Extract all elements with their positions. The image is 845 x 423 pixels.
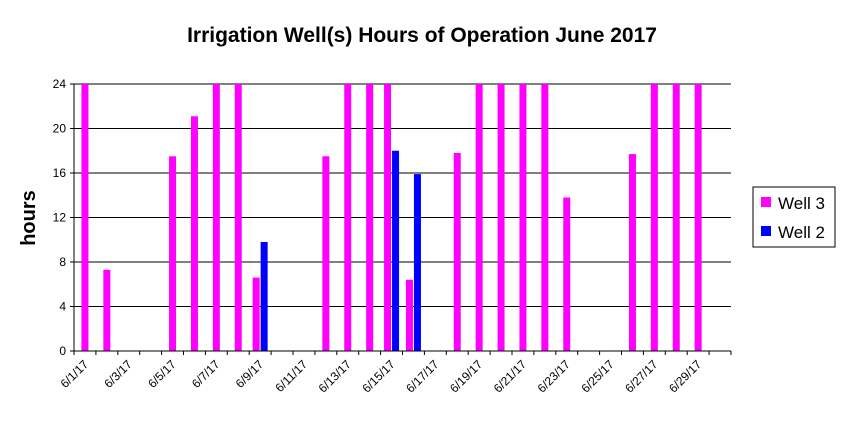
x-tick-label: 6/9/17 bbox=[233, 357, 267, 391]
x-tick-label: 6/27/17 bbox=[622, 357, 660, 395]
bar-well-3 bbox=[628, 154, 636, 351]
x-tick-label: 6/17/17 bbox=[403, 357, 441, 395]
y-tick-label: 16 bbox=[53, 166, 67, 180]
bar-well-3 bbox=[322, 156, 330, 351]
bar-well-3 bbox=[344, 84, 352, 351]
bar-well-3 bbox=[190, 116, 198, 351]
x-tick-label: 6/15/17 bbox=[359, 357, 397, 395]
bar-well-3 bbox=[366, 84, 374, 351]
x-tick-label: 6/23/17 bbox=[535, 357, 573, 395]
gridlines bbox=[74, 83, 731, 307]
bar-well-3 bbox=[694, 84, 702, 351]
chart-title: Irrigation Well(s) Hours of Operation Ju… bbox=[187, 24, 657, 47]
y-tick-label: 4 bbox=[59, 300, 66, 314]
bar-well-3 bbox=[234, 84, 242, 351]
x-tick-label: 6/25/17 bbox=[578, 357, 616, 395]
bar-well-3 bbox=[405, 279, 413, 351]
x-tick-label: 6/29/17 bbox=[666, 357, 704, 395]
bar-well-3 bbox=[475, 84, 483, 351]
bar-well-3 bbox=[541, 84, 549, 351]
y-tick-label: 24 bbox=[53, 77, 67, 91]
y-tick-label: 0 bbox=[59, 344, 66, 358]
y-tick-label: 8 bbox=[59, 255, 66, 269]
legend-label-well-3: Well 3 bbox=[778, 194, 825, 213]
x-tick-label: 6/3/17 bbox=[101, 357, 135, 391]
x-tick-label: 6/7/17 bbox=[189, 357, 223, 391]
bar-well-3 bbox=[252, 277, 260, 351]
legend-swatch-well-3 bbox=[761, 197, 771, 207]
legend-swatch-well-2 bbox=[761, 226, 771, 236]
bar-well-3 bbox=[81, 84, 89, 351]
bar-well-3 bbox=[212, 84, 220, 351]
y-axis-label: hours bbox=[18, 190, 40, 246]
legend-label-well-2: Well 2 bbox=[778, 223, 825, 242]
x-tick-label: 6/21/17 bbox=[491, 357, 529, 395]
y-tick-label: 12 bbox=[53, 211, 67, 225]
bar-well-3 bbox=[497, 84, 505, 351]
x-tick-label: 6/19/17 bbox=[447, 357, 485, 395]
x-tick-label: 6/5/17 bbox=[145, 357, 179, 391]
y-tick-label: 20 bbox=[53, 122, 67, 136]
bars bbox=[81, 84, 702, 351]
x-tick-label: 6/1/17 bbox=[58, 357, 92, 391]
x-tick-label: 6/11/17 bbox=[272, 357, 310, 395]
bar-well-3 bbox=[563, 197, 571, 351]
legend: Well 3 Well 2 bbox=[752, 186, 836, 248]
bar-well-3 bbox=[453, 152, 461, 351]
bar-well-3 bbox=[672, 84, 680, 351]
bar-well-3 bbox=[169, 156, 177, 351]
bar-well-2 bbox=[392, 150, 400, 351]
x-tick-label: 6/13/17 bbox=[316, 357, 354, 395]
bar-well-3 bbox=[519, 84, 527, 351]
bar-well-3 bbox=[650, 84, 658, 351]
bar-well-3 bbox=[384, 84, 392, 351]
bar-well-3 bbox=[103, 269, 111, 351]
bar-well-2 bbox=[413, 174, 421, 351]
bar-well-2 bbox=[260, 241, 268, 351]
